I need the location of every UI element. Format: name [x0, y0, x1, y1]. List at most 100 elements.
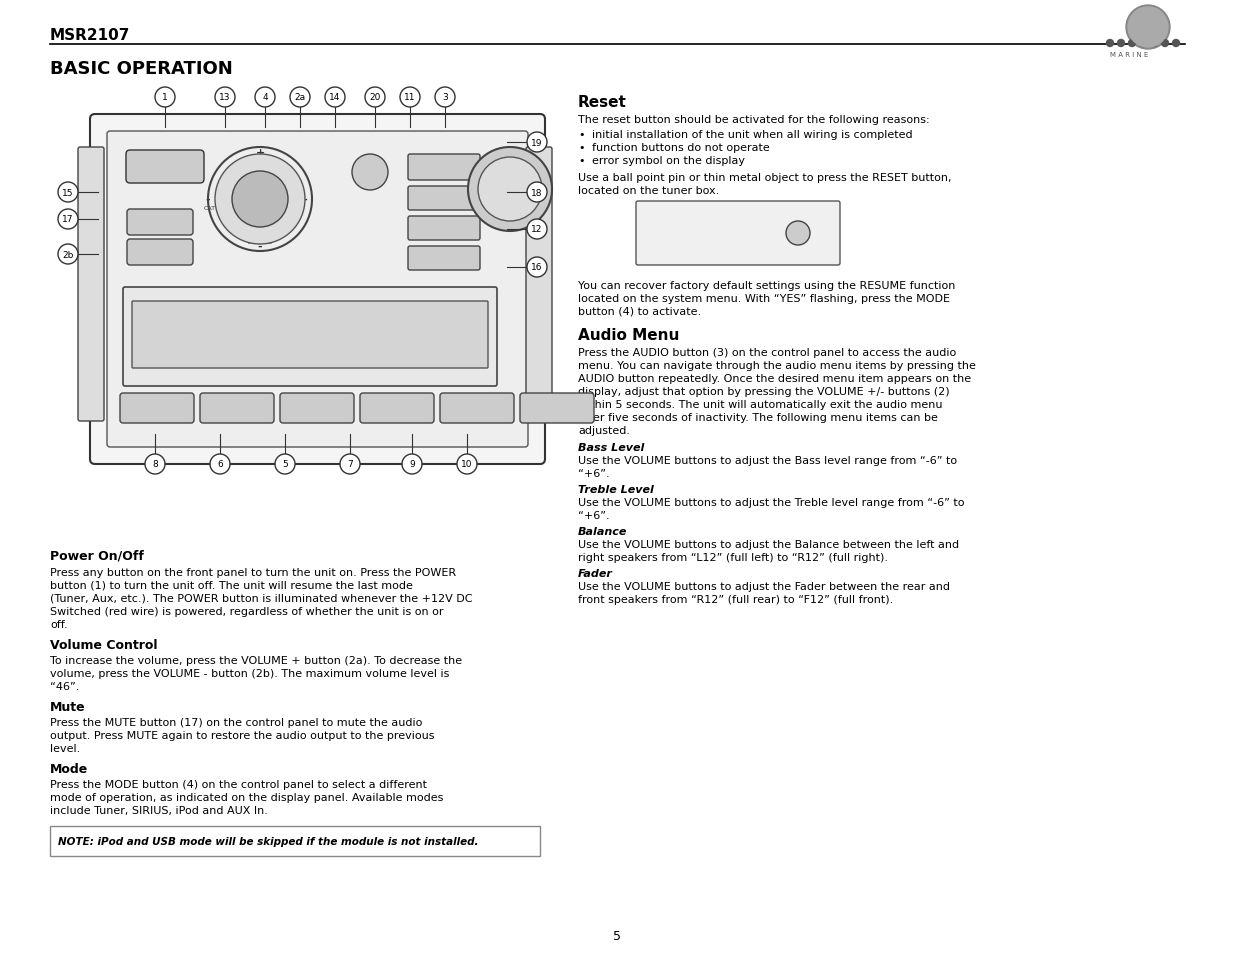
- Text: Audio Menu: Audio Menu: [578, 328, 679, 343]
- Text: POWER: POWER: [135, 159, 158, 164]
- Circle shape: [1140, 40, 1146, 48]
- Text: ≡≡≡✖☐≡✖: ≡≡≡✖☐≡✖: [140, 294, 182, 301]
- Circle shape: [254, 88, 275, 108]
- Circle shape: [457, 455, 477, 475]
- Text: 2a: 2a: [294, 93, 305, 102]
- FancyBboxPatch shape: [526, 148, 552, 421]
- Text: Use a ball point pin or thin metal object to press the RESET button,: Use a ball point pin or thin metal objec…: [578, 172, 951, 183]
- Text: 4: 4: [262, 93, 268, 102]
- Circle shape: [1172, 40, 1179, 48]
- Text: off.: off.: [49, 619, 68, 629]
- Text: 2 INT: 2 INT: [227, 404, 247, 413]
- Text: level.: level.: [49, 743, 80, 753]
- Text: SCROLL: SCROLL: [433, 229, 454, 233]
- Circle shape: [366, 88, 385, 108]
- Text: You can recover factory default settings using the RESUME function: You can recover factory default settings…: [578, 281, 956, 291]
- Text: front speakers from “R12” (full rear) to “F12” (full front).: front speakers from “R12” (full rear) to…: [578, 595, 893, 604]
- Text: adjusted.: adjusted.: [578, 426, 630, 436]
- Circle shape: [215, 154, 305, 245]
- FancyBboxPatch shape: [359, 394, 433, 423]
- Text: 6: 6: [217, 460, 222, 469]
- Text: 11: 11: [404, 93, 416, 102]
- Text: Mode: Mode: [49, 762, 88, 775]
- Text: Use the VOLUME buttons to adjust the Bass level range from “-6” to: Use the VOLUME buttons to adjust the Bas…: [578, 456, 957, 465]
- Text: LOC/DX: LOC/DX: [432, 159, 456, 164]
- FancyBboxPatch shape: [49, 826, 540, 856]
- Text: function buttons do not operate: function buttons do not operate: [592, 143, 769, 152]
- Text: 17: 17: [62, 215, 74, 224]
- Circle shape: [1118, 40, 1125, 48]
- Text: JENSEN®: JENSEN®: [143, 160, 186, 170]
- Text: 12: 12: [531, 225, 542, 234]
- Text: D.BASS: D.BASS: [433, 198, 454, 203]
- Text: |◀: |◀: [505, 218, 515, 227]
- Circle shape: [210, 455, 230, 475]
- Text: •: •: [578, 143, 584, 152]
- Circle shape: [58, 210, 78, 230]
- Text: CAT: CAT: [294, 205, 306, 211]
- FancyBboxPatch shape: [126, 151, 204, 184]
- FancyBboxPatch shape: [520, 394, 594, 423]
- Text: include Tuner, SIRIUS, iPod and AUX In.: include Tuner, SIRIUS, iPod and AUX In.: [49, 805, 268, 815]
- Circle shape: [403, 455, 422, 475]
- Text: 10: 10: [461, 460, 473, 469]
- Circle shape: [478, 158, 542, 222]
- Text: volume, press the VOLUME - button (2b). The maximum volume level is: volume, press the VOLUME - button (2b). …: [49, 668, 450, 679]
- Text: 6 ▶▲: 6 ▶▲: [547, 404, 567, 413]
- Text: Mute: Mute: [49, 700, 85, 713]
- Text: Treble Level: Treble Level: [578, 484, 653, 495]
- Text: 8: 8: [152, 460, 158, 469]
- FancyBboxPatch shape: [408, 247, 480, 271]
- Text: R: R: [795, 230, 802, 238]
- Circle shape: [527, 132, 547, 152]
- Text: Switched (red wire) is powered, regardless of whether the unit is on or: Switched (red wire) is powered, regardle…: [49, 606, 443, 617]
- Text: CAT: CAT: [204, 205, 216, 211]
- Text: •: •: [578, 156, 584, 166]
- Text: Use the VOLUME buttons to adjust the Balance between the left and: Use the VOLUME buttons to adjust the Bal…: [578, 539, 960, 550]
- Text: 15: 15: [62, 189, 74, 197]
- Text: VOLUME: VOLUME: [247, 240, 273, 245]
- Text: 5: 5: [613, 929, 621, 942]
- FancyBboxPatch shape: [78, 148, 104, 421]
- FancyBboxPatch shape: [636, 202, 840, 266]
- Text: The reset button should be activated for the following reasons:: The reset button should be activated for…: [578, 115, 930, 125]
- Text: JENSEN: JENSEN: [140, 375, 165, 380]
- FancyBboxPatch shape: [280, 394, 354, 423]
- Text: menu. You can navigate through the audio menu items by pressing the: menu. You can navigate through the audio…: [578, 360, 976, 371]
- Text: 4 RDM: 4 RDM: [384, 404, 410, 413]
- FancyBboxPatch shape: [440, 394, 514, 423]
- Text: 16: 16: [531, 263, 542, 273]
- Text: 14: 14: [330, 93, 341, 102]
- Text: 1 ▶||: 1 ▶||: [148, 404, 167, 413]
- FancyBboxPatch shape: [200, 394, 274, 423]
- Text: Press the MODE button (4) on the control panel to select a different: Press the MODE button (4) on the control…: [49, 780, 427, 789]
- Text: mode of operation, as indicated on the display panel. Available modes: mode of operation, as indicated on the d…: [49, 792, 443, 802]
- Text: 5: 5: [282, 460, 288, 469]
- Text: Balance: Balance: [578, 526, 627, 537]
- Text: “+6”.: “+6”.: [578, 469, 610, 478]
- FancyBboxPatch shape: [90, 115, 545, 464]
- Text: Reset: Reset: [578, 95, 627, 110]
- Text: located on the system menu. With “YES” flashing, press the MODE: located on the system menu. With “YES” f…: [578, 294, 950, 304]
- Circle shape: [527, 183, 547, 203]
- FancyBboxPatch shape: [408, 154, 480, 181]
- Text: display, adjust that option by pressing the VOLUME +/- buttons (2): display, adjust that option by pressing …: [578, 387, 950, 396]
- Text: 13: 13: [220, 93, 231, 102]
- Text: NOTE: iPod and USB mode will be skipped if the module is not installed.: NOTE: iPod and USB mode will be skipped …: [58, 836, 478, 846]
- Circle shape: [1129, 40, 1135, 48]
- FancyBboxPatch shape: [107, 132, 529, 448]
- Circle shape: [1126, 6, 1170, 50]
- Text: COPY: COPY: [437, 168, 451, 172]
- Text: output. Press MUTE again to restore the audio output to the previous: output. Press MUTE again to restore the …: [49, 730, 435, 740]
- Text: Press the MUTE button (17) on the control panel to mute the audio: Press the MUTE button (17) on the contro…: [49, 718, 422, 727]
- Text: To increase the volume, press the VOLUME + button (2a). To decrease the: To increase the volume, press the VOLUME…: [49, 656, 462, 665]
- Text: Use the VOLUME buttons to adjust the Treble level range from “-6” to: Use the VOLUME buttons to adjust the Tre…: [578, 497, 965, 507]
- Text: 3 RPT: 3 RPT: [306, 404, 329, 413]
- Circle shape: [435, 88, 454, 108]
- Text: TUNE/TRK: TUNE/TRK: [494, 184, 526, 190]
- FancyBboxPatch shape: [127, 240, 193, 266]
- Text: Power On/Off: Power On/Off: [49, 550, 143, 562]
- Circle shape: [232, 172, 288, 228]
- Text: within 5 seconds. The unit will automatically exit the audio menu: within 5 seconds. The unit will automati…: [578, 399, 942, 410]
- Text: 18: 18: [531, 189, 542, 197]
